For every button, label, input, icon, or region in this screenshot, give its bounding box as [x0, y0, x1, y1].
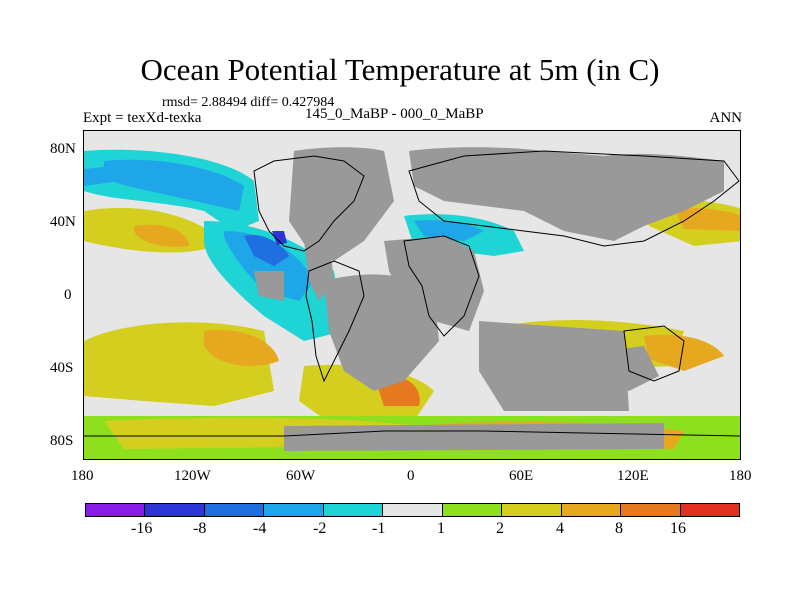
colorbar-label: -2 [313, 520, 327, 537]
lat-label-40n: 40N [50, 214, 76, 230]
colorbar-label: -4 [253, 520, 267, 537]
land-africa [384, 236, 484, 331]
mediterranean-cold-core [414, 220, 484, 241]
colorbar-label: 16 [670, 520, 686, 537]
colorbar-box [680, 504, 739, 516]
colorbar-box [323, 504, 384, 516]
colorbar-box [621, 504, 681, 516]
lat-label-80s: 80S [50, 433, 74, 449]
rmsd-diff-stats: rmsd= 2.88494 diff= 0.427984 [162, 95, 335, 110]
colorbar-box [383, 504, 443, 516]
plot-title: Ocean Potential Temperature at 5m (in C) [140, 52, 660, 87]
land-antarctica [284, 423, 664, 451]
land-australia [604, 346, 659, 391]
land-antarctic-land-bridge [479, 321, 629, 411]
colorbar-box [145, 504, 205, 516]
colorbar-box [86, 504, 146, 516]
gulf-strongest-cold-cell [272, 231, 287, 245]
colorbar-label: 8 [615, 520, 623, 537]
colorbar-box [502, 504, 562, 516]
land-south-atlantic-block [364, 321, 409, 366]
colorbar-box [561, 504, 622, 516]
colorbar-label: -16 [131, 520, 153, 537]
land-eurasia [409, 147, 724, 241]
coastline-eurasia [408, 150, 740, 247]
land-mask [254, 147, 724, 451]
colorbar-label: -8 [193, 520, 207, 537]
bering-cold-cell [84, 166, 119, 186]
land-pacific-island [254, 271, 284, 301]
atlantic-cold-spot [244, 235, 289, 266]
season-label: ANN [709, 110, 743, 126]
west-pacific-warm-core [674, 208, 740, 231]
lon-label-0: 0 [407, 468, 415, 484]
modern-coastlines [84, 150, 740, 437]
period-subtitle: 145_0_MaBP - 000_0_MaBP [305, 106, 484, 122]
coastline-south-america [305, 260, 365, 383]
lon-label-180e: 180 [729, 468, 752, 484]
lon-label-180w: 180 [71, 468, 94, 484]
colorbar-box [204, 504, 265, 516]
lon-label-60w: 60W [286, 468, 316, 484]
colorbar [85, 503, 740, 517]
east-pacific-cold-core [224, 231, 314, 301]
coastline-australia [623, 325, 685, 382]
map-canvas [84, 131, 740, 459]
coastline-antarctica [84, 430, 740, 437]
colorbar-box [442, 504, 503, 516]
colorbar-label: 2 [496, 520, 504, 537]
indian-ocean-warm-core [644, 334, 724, 371]
lat-label-0: 0 [64, 287, 72, 303]
lat-label-40s: 40S [50, 360, 74, 376]
colorbar-box [264, 504, 324, 516]
colorbar-label: 1 [437, 520, 445, 537]
land-north-america [289, 147, 394, 261]
lon-label-120w: 120W [174, 468, 211, 484]
north-pacific-cold-core [104, 159, 244, 211]
lon-label-120e: 120E [617, 468, 649, 484]
south-pacific-warm-core [204, 330, 279, 366]
coastline-north-america [253, 155, 365, 252]
colorbar-label: -1 [372, 520, 386, 537]
coastline-africa [403, 235, 480, 337]
colorbar-label: 4 [556, 520, 564, 537]
temperature-difference-map [83, 130, 741, 460]
experiment-label: Expt = texXd-texka [83, 110, 202, 126]
lat-label-80n: 80N [50, 141, 76, 157]
north-pacific-warm-core [134, 224, 189, 247]
lon-label-60e: 60E [509, 468, 534, 484]
